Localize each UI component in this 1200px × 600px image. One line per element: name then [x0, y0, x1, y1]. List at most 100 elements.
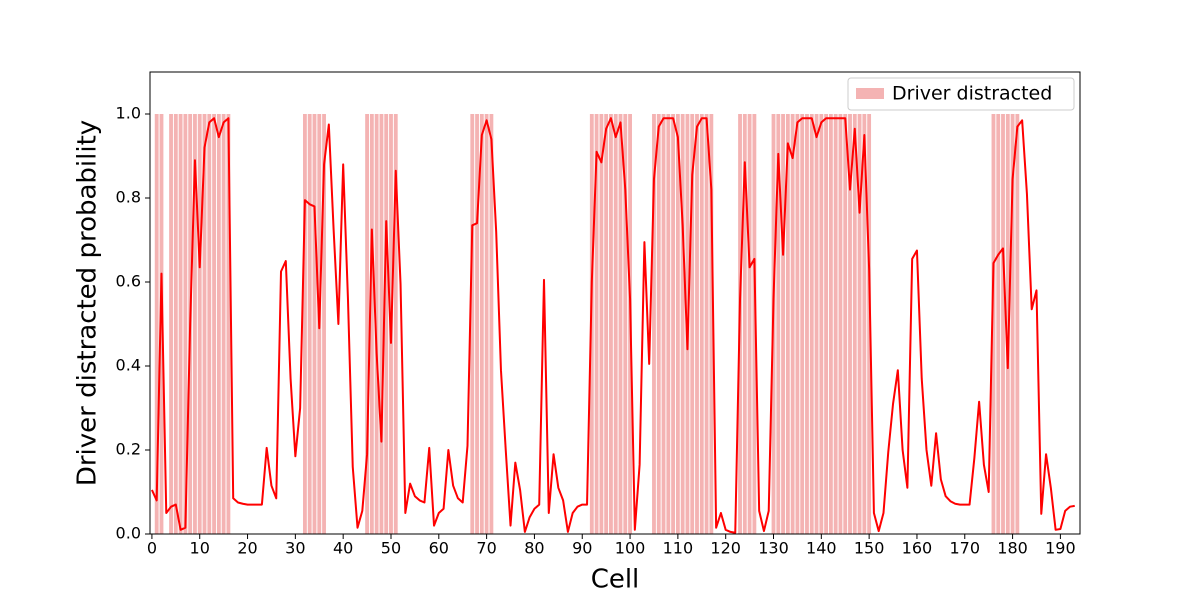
distracted-bar [776, 114, 781, 534]
distracted-bar [785, 114, 790, 534]
distracted-bar [666, 114, 671, 534]
x-tick-label: 90 [572, 539, 592, 558]
distracted-bar [604, 114, 609, 534]
distracted-bar [991, 114, 996, 534]
x-tick-label: 80 [524, 539, 544, 558]
distracted-bar [484, 114, 489, 534]
distracted-bar [303, 114, 307, 534]
distracted-bar [857, 114, 862, 534]
y-tick-label: 0.8 [116, 188, 141, 207]
distracted-bar [671, 114, 676, 534]
distracted-bar [699, 114, 704, 534]
distracted-bar [1010, 114, 1015, 534]
distracted-bar [704, 114, 709, 534]
distracted-bar [613, 114, 618, 534]
distracted-bar [594, 114, 599, 534]
distracted-bar [790, 114, 795, 534]
x-tick-label: 60 [429, 539, 449, 558]
x-tick-label: 110 [663, 539, 694, 558]
distracted-bar [307, 114, 312, 534]
legend-swatch [856, 88, 884, 99]
distracted-bar [379, 114, 384, 534]
distracted-bar [824, 114, 829, 534]
distracted-bar [609, 114, 613, 534]
x-tick-label: 120 [710, 539, 741, 558]
distracted-bar [848, 114, 852, 534]
distracted-bar [709, 114, 714, 534]
distracted-bar [828, 114, 833, 534]
x-tick-label: 100 [615, 539, 646, 558]
distracted-bar [169, 114, 173, 534]
y-tick-label: 0.6 [116, 272, 141, 291]
distracted-bar [159, 114, 164, 534]
x-tick-label: 180 [997, 539, 1028, 558]
x-tick-label: 40 [333, 539, 353, 558]
legend-label: Driver distracted [892, 83, 1052, 105]
distracted-bar [226, 114, 231, 534]
distracted-bar [618, 114, 623, 534]
distracted-bar [867, 114, 872, 534]
distracted-bar [183, 114, 188, 534]
distracted-bar [752, 114, 757, 534]
distracted-bar [680, 114, 685, 534]
distracted-bar [365, 114, 369, 534]
distracted-bar [599, 114, 604, 534]
distracted-bar [384, 114, 389, 534]
y-axis-label: Driver distracted probability [73, 120, 103, 486]
distracted-bar [852, 114, 857, 534]
distracted-bar [652, 114, 656, 534]
distracted-bar [661, 114, 666, 534]
distracted-bar [202, 114, 207, 534]
distracted-bar [212, 114, 216, 534]
y-tick-label: 0.0 [116, 524, 141, 543]
distracted-bar [781, 114, 785, 534]
y-tick-label: 1.0 [116, 104, 141, 123]
x-tick-label: 140 [806, 539, 837, 558]
x-tick-label: 50 [381, 539, 401, 558]
distracted-bar [207, 114, 212, 534]
x-tick-label: 130 [758, 539, 789, 558]
distracted-bar [489, 114, 494, 534]
distracted-bar [690, 114, 695, 534]
distracted-bar [695, 114, 699, 534]
distracted-bar [221, 114, 226, 534]
distracted-bar [656, 114, 661, 534]
distracted-bar [197, 114, 202, 534]
distracted-bar [805, 114, 809, 534]
distracted-bar [1005, 114, 1010, 534]
distracted-bar [742, 114, 747, 534]
distracted-bar [862, 114, 867, 534]
distracted-bar [843, 114, 848, 534]
distracted-bar [393, 114, 398, 534]
distracted-bar [996, 114, 1001, 534]
distracted-bar [819, 114, 824, 534]
x-axis-label: Cell [591, 565, 640, 595]
x-tick-label: 70 [476, 539, 496, 558]
distracted-bar [216, 114, 221, 534]
distracted-bar [838, 114, 843, 534]
x-tick-label: 10 [190, 539, 210, 558]
distracted-bar [1015, 114, 1020, 534]
x-tick-label: 0 [147, 539, 157, 558]
x-tick-label: 160 [902, 539, 933, 558]
x-tick-label: 170 [949, 539, 980, 558]
distracted-bar [312, 114, 317, 534]
distracted-bar [1001, 114, 1005, 534]
legend-box [847, 77, 1075, 111]
distracted-bar [193, 114, 197, 534]
distracted-bar [154, 114, 159, 534]
probability-line [150, 117, 1075, 534]
distracted-bar [374, 114, 379, 534]
distracted-bar [479, 114, 484, 534]
y-tick-label: 0.2 [116, 440, 141, 459]
distracted-bar [675, 114, 680, 534]
x-tick-label: 190 [1045, 539, 1076, 558]
distracted-bar [809, 114, 814, 534]
x-tick-label: 30 [285, 539, 305, 558]
plot-frame [149, 71, 1081, 535]
x-tick-label: 20 [237, 539, 257, 558]
distracted-bar [322, 114, 326, 534]
distracted-bar [475, 114, 479, 534]
